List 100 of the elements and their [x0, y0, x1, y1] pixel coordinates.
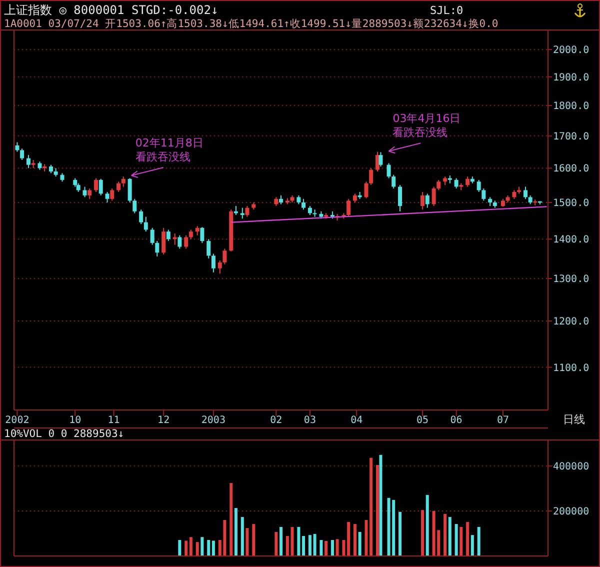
y-tick-label: 1400.0	[553, 234, 590, 246]
bar	[370, 458, 373, 556]
bar	[470, 535, 474, 556]
bar	[252, 524, 256, 556]
candlestick	[523, 186, 528, 200]
x-tick-label: 02	[270, 415, 282, 426]
candlestick	[166, 229, 170, 242]
candlestick	[150, 227, 154, 246]
bar	[444, 514, 447, 556]
candlestick	[211, 253, 216, 273]
bar	[454, 524, 458, 556]
candlestick	[195, 225, 200, 236]
x-tick-label: 05	[416, 415, 429, 426]
candlestick	[436, 179, 441, 191]
y-tick-label: 1500.0	[553, 198, 590, 209]
bar	[358, 532, 362, 556]
candlestick	[105, 191, 110, 203]
x-tick-label: 10	[69, 415, 82, 426]
x-tick-label: 2002	[5, 415, 30, 426]
candlestick	[132, 198, 137, 214]
candlestick	[466, 176, 470, 188]
candlestick	[88, 188, 92, 200]
candlestick	[98, 178, 103, 196]
x-tick-label: 04	[350, 415, 363, 426]
text: SJL:0	[430, 4, 464, 17]
candlestick	[172, 232, 177, 246]
bar	[230, 483, 233, 556]
y-tick-label: 200000	[553, 506, 590, 518]
x-tick-label: 06	[450, 415, 462, 426]
bar	[477, 526, 480, 556]
candlestick	[15, 142, 20, 152]
chart-title: 10%VOL 0 0 2889503↓	[4, 428, 124, 440]
candlestick	[162, 227, 166, 256]
bar	[189, 537, 192, 556]
candlestick	[398, 184, 402, 212]
x-tick-label: 2003	[201, 415, 226, 426]
bar	[448, 517, 452, 556]
candlestick	[188, 229, 193, 240]
candlestick	[312, 209, 317, 218]
annotation: 03年4月16日	[392, 112, 461, 126]
bar	[178, 540, 182, 556]
bar	[297, 526, 300, 556]
candlestick	[82, 186, 87, 198]
candlestick	[420, 191, 425, 210]
annotation: 看跌吞没线	[135, 150, 190, 164]
bar	[308, 535, 312, 556]
candlestick	[482, 188, 486, 202]
y-tick-label: 1600.0	[553, 164, 590, 175]
chart-subtitle: 1A0001 03/07/24 开1503.06↑高1503.38↓低1494.61↑收1499.51↓量2889503↓额232634↓换0.0	[4, 17, 498, 30]
candlestick	[392, 174, 396, 189]
bar	[342, 540, 346, 556]
y-tick-label: 1700.0	[553, 131, 590, 142]
annotation: 看跌吞没线	[392, 126, 448, 140]
candlestick	[432, 186, 436, 206]
candlestick	[121, 176, 126, 188]
bar	[212, 540, 215, 556]
candlestick	[346, 198, 351, 218]
y-tick-label: 1100.0	[553, 362, 590, 374]
bar	[246, 528, 249, 556]
candlestick	[454, 178, 458, 189]
x-tick-label: 11	[108, 415, 120, 426]
bar	[330, 540, 334, 556]
bar	[200, 537, 204, 556]
candlestick	[94, 178, 98, 192]
bar	[364, 520, 368, 556]
bar	[347, 522, 350, 556]
bar	[466, 522, 470, 556]
bar	[336, 539, 339, 556]
x-tick-label: 12	[158, 415, 170, 426]
y-tick-label: 1800.0	[553, 101, 590, 112]
bar	[207, 540, 210, 556]
chart-title: 上证指数 ◎ 8000001 STGD:-0.002↓	[4, 3, 218, 17]
candlestick	[302, 198, 306, 210]
bar	[196, 542, 199, 556]
x-tick-label: 03	[304, 415, 316, 426]
y-tick-label: 1300.0	[553, 274, 590, 285]
bar	[398, 512, 402, 556]
annotation: 02年11月8日	[135, 136, 204, 150]
y-tick-label: 1900.0	[553, 72, 590, 84]
candlestick	[240, 207, 244, 220]
text: 日线	[563, 413, 585, 426]
candlestick	[110, 188, 114, 202]
candlestick	[184, 234, 188, 250]
bar	[302, 536, 306, 556]
bar	[280, 526, 282, 556]
bar	[324, 540, 328, 556]
candlestick	[369, 168, 374, 186]
x-tick-label: 07	[496, 415, 509, 426]
candlestick	[144, 216, 148, 232]
bar	[376, 465, 380, 556]
bar	[286, 536, 289, 556]
candlestick	[245, 205, 250, 218]
candlestick	[200, 226, 204, 244]
candlestick	[476, 179, 481, 192]
bar	[460, 526, 463, 556]
bar	[184, 540, 188, 556]
candlestick	[155, 240, 160, 257]
candlestick	[425, 193, 430, 208]
candlestick	[378, 152, 383, 167]
candlestick	[116, 181, 121, 192]
